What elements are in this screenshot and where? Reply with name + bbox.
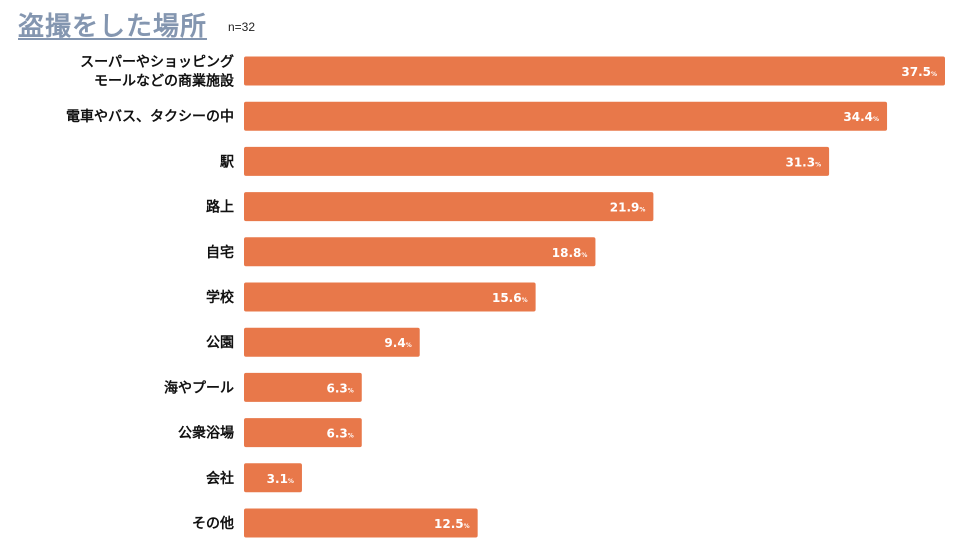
value-number-4: 18.8 [552,246,582,260]
category-label-5: 学校 [206,289,235,306]
category-label-6: 公園 [206,335,234,351]
value-unit-8: % [348,433,354,440]
value-label-0: 37.5% [901,65,937,79]
category-label-7: 海やプール [164,379,234,396]
category-label-line: スーパーやショッピング [80,54,234,71]
bar-10 [244,508,478,538]
category-label-line: 公衆浴場 [178,425,234,442]
bar-0 [244,56,945,86]
category-label-3: 路上 [206,199,234,216]
category-label-line: その他 [192,515,234,532]
category-label-1: 電車やバス、タクシーの中 [66,108,234,125]
chart-title: 盗撮をした場所 [18,12,208,42]
category-label-10: その他 [192,515,234,532]
value-label-9: 3.1% [267,472,294,486]
category-label-line: 学校 [206,289,235,306]
category-label-0: スーパーやショッピングモールなどの商業施設 [80,54,235,90]
bar-9 [244,463,302,493]
value-label-2: 31.3% [785,155,821,169]
category-label-4: 自宅 [206,244,234,261]
bar-2 [244,146,830,176]
value-unit-2: % [815,161,821,168]
value-unit-6: % [406,342,412,349]
category-label-line: 会社 [206,470,234,487]
bar-7 [244,372,362,402]
value-label-10: 12.5% [434,517,470,531]
category-label-2: 駅 [220,154,235,170]
value-unit-3: % [639,207,645,214]
value-number-3: 21.9 [610,201,640,215]
bar-3 [244,192,654,222]
value-unit-1: % [873,116,879,123]
value-label-1: 34.4% [843,110,879,124]
value-number-6: 9.4 [384,336,405,350]
category-label-line: 駅 [220,154,235,170]
value-unit-9: % [288,478,294,485]
category-label-line: 自宅 [206,244,234,261]
value-number-8: 6.3 [326,427,347,441]
bar-4 [244,237,596,267]
value-label-5: 15.6% [492,291,528,305]
category-label-line: 公園 [206,335,234,351]
bar-5 [244,282,536,312]
category-label-line: 路上 [206,199,234,216]
value-label-8: 6.3% [326,427,353,441]
value-label-7: 6.3% [326,381,353,395]
category-label-line: 海やプール [164,379,234,396]
value-number-5: 15.6 [492,291,522,305]
category-label-line: モールなどの商業施設 [94,73,235,90]
value-unit-0: % [931,71,937,78]
value-label-6: 9.4% [384,336,411,350]
value-number-9: 3.1 [267,472,288,486]
category-label-line: 電車やバス、タクシーの中 [66,108,234,125]
value-unit-5: % [522,297,528,304]
value-number-7: 6.3 [326,381,347,395]
bar-1 [244,101,888,131]
value-number-2: 31.3 [785,155,815,169]
value-unit-10: % [464,523,470,530]
category-label-9: 会社 [206,470,234,487]
value-number-1: 34.4 [843,110,873,124]
value-label-4: 18.8% [552,246,588,260]
category-label-8: 公衆浴場 [178,425,234,442]
value-number-0: 37.5 [901,65,931,79]
value-unit-7: % [348,387,354,394]
bar-6 [244,327,420,357]
sample-size-label: n=32 [228,20,256,34]
bar-8 [244,418,362,448]
value-label-3: 21.9% [610,201,646,215]
value-number-10: 12.5 [434,517,464,531]
value-unit-4: % [581,252,587,259]
